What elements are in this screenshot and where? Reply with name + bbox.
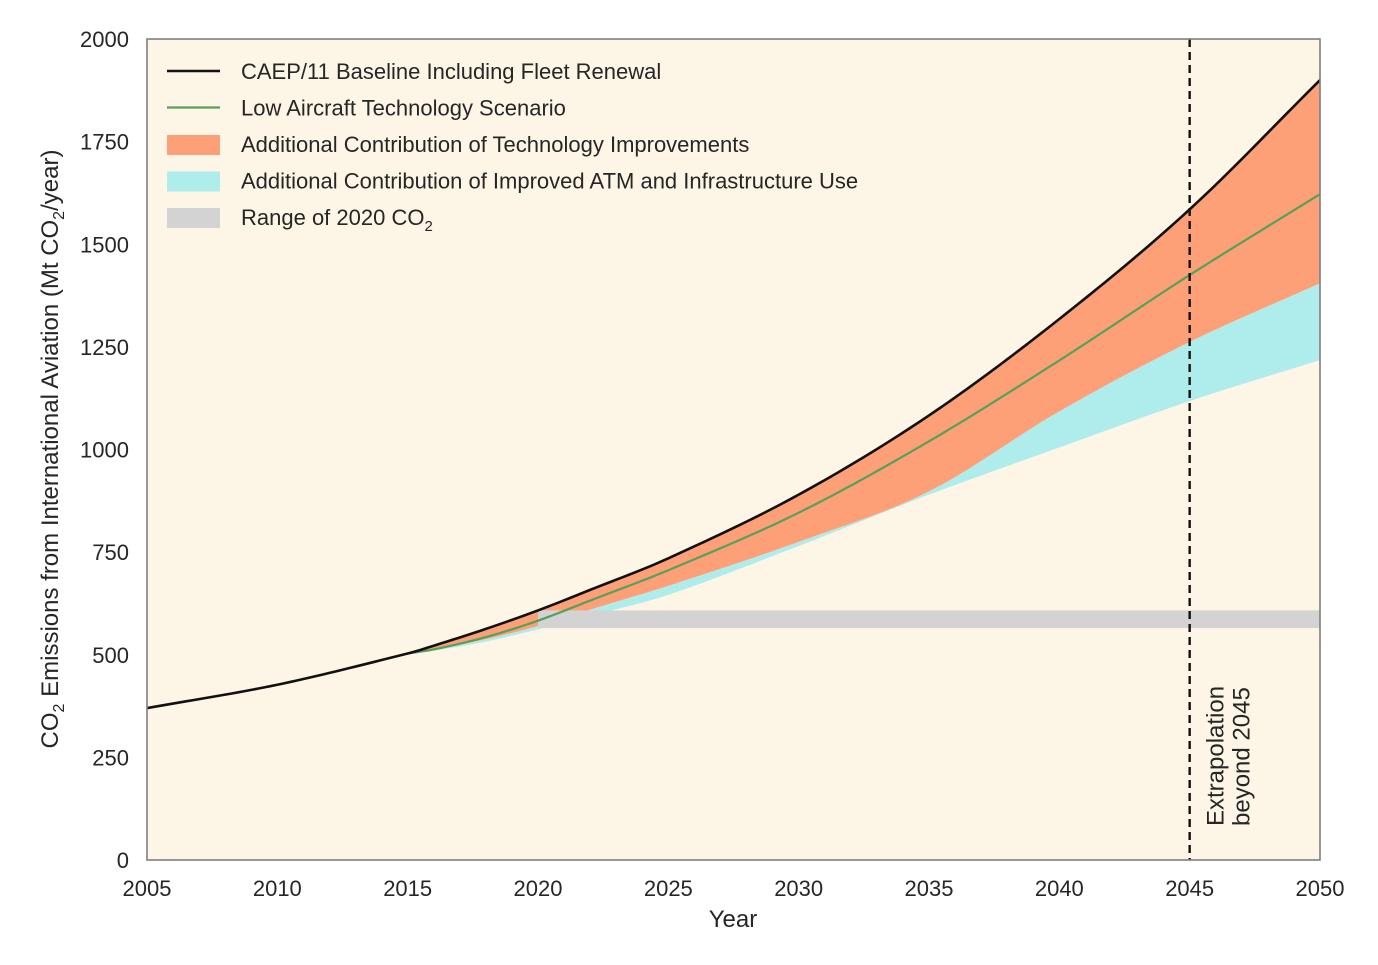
legend-swatch: [167, 208, 220, 228]
y-axis-title-sub: 2: [51, 703, 68, 712]
y-tick-label: 2000: [80, 27, 129, 52]
y-tick-label: 1000: [80, 438, 129, 463]
line-low-tech: [407, 193, 1321, 655]
extrapolation-label-line2: beyond 2045: [1229, 687, 1256, 826]
y-axis-ticks: 0 250 500 750 1000 1250 1500 1750 2000: [80, 27, 129, 873]
legend-label-sub: 2: [424, 218, 432, 235]
legend: CAEP/11 Baseline Including Fleet Renewal…: [167, 59, 858, 235]
legend-swatch: [167, 135, 220, 155]
y-axis-title: CO2 Emissions from International Aviatio…: [37, 150, 68, 749]
y-axis-title-prefix: CO: [37, 712, 64, 748]
x-tick-label: 2050: [1296, 876, 1345, 901]
x-tick-label: 2040: [1035, 876, 1084, 901]
y-tick-label: 250: [92, 745, 129, 770]
y-tick-label: 0: [117, 848, 129, 873]
band-technology-improvements: [407, 80, 1320, 654]
plot-background: [147, 39, 1320, 860]
line-baseline: [146, 79, 1321, 710]
x-axis-title: Year: [709, 906, 758, 933]
y-axis-title-suffix2: /year): [37, 150, 64, 211]
x-tick-label: 2005: [123, 876, 172, 901]
x-tick-label: 2030: [774, 876, 823, 901]
legend-label-text: Additional Contribution of Improved ATM …: [241, 169, 858, 194]
x-tick-label: 2015: [383, 876, 432, 901]
extrapolation-marker: Extrapolationbeyond 2045: [1188, 39, 1256, 860]
band-range-2020: [538, 610, 1320, 629]
y-tick-label: 1750: [80, 130, 129, 155]
extrapolation-label: Extrapolationbeyond 2045: [1203, 686, 1256, 826]
legend-label-text: Additional Contribution of Technology Im…: [241, 132, 749, 157]
x-tick-label: 2045: [1165, 876, 1214, 901]
plot-frame: [146, 38, 1321, 861]
x-tick-label: 2010: [253, 876, 302, 901]
extrapolation-label-line1: Extrapolation: [1203, 686, 1230, 826]
series-lines: [146, 79, 1321, 710]
y-tick-label: 1250: [80, 335, 129, 360]
x-axis-ticks: 2005 2010 2015 2020 2025 2030 2035 2040 2045 2050: [123, 876, 1345, 901]
area-bands: [407, 80, 1320, 654]
y-tick-label: 1500: [80, 232, 129, 257]
x-tick-label: 2020: [514, 876, 563, 901]
y-axis-title-sub2: 2: [51, 211, 68, 220]
legend-label: Low Aircraft Technology Scenario: [241, 96, 566, 121]
legend-label-text: Range of 2020 CO: [241, 205, 424, 230]
y-axis-title-suffix: Emissions from International Aviation (M…: [37, 220, 64, 704]
legend-label-text: CAEP/11 Baseline Including Fleet Renewal: [241, 59, 661, 84]
legend-swatch: [167, 171, 220, 192]
legend-label: CAEP/11 Baseline Including Fleet Renewal: [241, 59, 661, 84]
y-tick-label: 500: [92, 643, 129, 668]
x-tick-label: 2035: [905, 876, 954, 901]
legend-label: Range of 2020 CO2: [241, 205, 433, 235]
legend-label: Additional Contribution of Improved ATM …: [241, 169, 858, 194]
legend-label-text: Low Aircraft Technology Scenario: [241, 96, 566, 121]
y-tick-label: 750: [92, 540, 129, 565]
x-tick-label: 2025: [644, 876, 693, 901]
legend-label: Additional Contribution of Technology Im…: [241, 132, 749, 157]
